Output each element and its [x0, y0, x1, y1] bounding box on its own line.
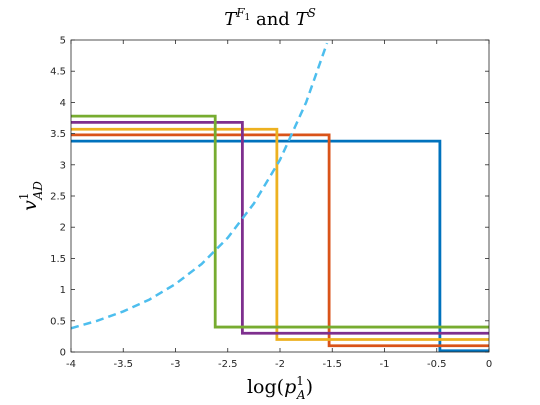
title-superscript-1: F [235, 6, 245, 20]
x-tick-label: -3.5 [113, 359, 133, 370]
y-axis-label-superscript: 1 [17, 192, 31, 200]
y-axis-label-var: v [19, 200, 41, 211]
y-axis-label-subscript: AD [31, 181, 45, 201]
x-axis-label-close-paren: ) [306, 376, 313, 398]
x-tick-label: -3 [171, 359, 181, 370]
y-tick-label: 1.5 [50, 254, 66, 265]
x-axis-label-var: p [284, 376, 296, 398]
x-axis-label-log: log [247, 376, 277, 398]
y-tick-label: 0 [60, 348, 66, 359]
x-tick-label: -1.5 [322, 359, 342, 370]
chart-title: TF1 and TS [224, 6, 316, 30]
series-line-4 [71, 120, 489, 335]
title-conjunction: and [250, 9, 295, 30]
y-tick-label: 3.5 [50, 129, 66, 140]
x-tick-label: -4 [66, 359, 76, 370]
y-tick-label: 4.5 [50, 67, 66, 78]
x-tick-label: -1 [380, 359, 390, 370]
title-symbol-1: T [224, 9, 238, 30]
x-tick-label: 0 [486, 359, 492, 370]
x-axis-label-open-paren: ( [277, 376, 284, 398]
y-tick-label: 4 [60, 98, 66, 109]
axes-box [70, 39, 490, 353]
series-line-dashed [71, 42, 329, 330]
x-tick-label: -2.5 [218, 359, 238, 370]
y-axis-label: v1AD [17, 181, 45, 211]
y-tick-label: 0.5 [50, 316, 66, 327]
y-tick-label: 2.5 [50, 192, 66, 203]
x-tick-label: -2 [275, 359, 285, 370]
series-line-3 [71, 127, 489, 341]
plot-area: -4 -3.5 -3 -2.5 -2 -1.5 -1 -0.5 0 0 0.5 1 1.5 2 2.5 3 3.… [50, 36, 492, 371]
x-axis-label-superscript: 1 [296, 374, 304, 388]
y-tick-label: 1 [60, 285, 66, 296]
x-tick-label: -0.5 [427, 359, 447, 370]
series-line-1 [71, 139, 489, 352]
y-tick-label: 3 [60, 160, 66, 171]
title-symbol-2: T [296, 9, 310, 30]
series-line-2 [71, 133, 489, 348]
title-superscript-2: S [308, 6, 316, 20]
y-tick-label: 2 [60, 223, 66, 234]
title-superscript-1-sub: 1 [245, 13, 251, 23]
series-line-5 [71, 114, 489, 329]
y-tick-label: 5 [60, 36, 66, 47]
x-axis-label: log(p1 A) [247, 374, 313, 402]
x-axis-label-subscript: A [296, 388, 306, 402]
